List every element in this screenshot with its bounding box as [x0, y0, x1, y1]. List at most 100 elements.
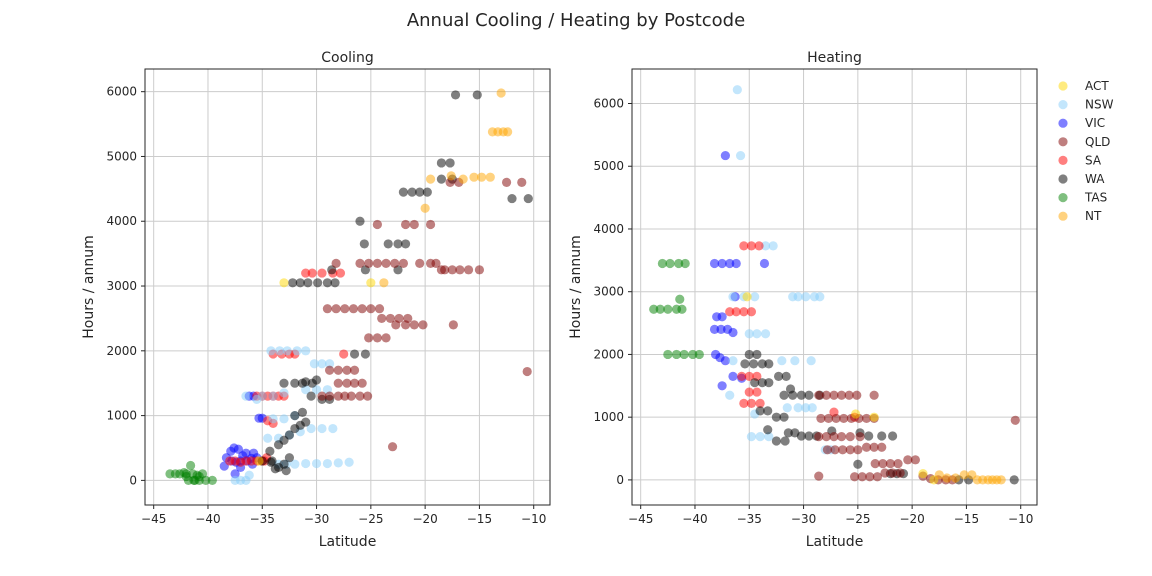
data-point: [241, 448, 251, 458]
data-point: [679, 349, 689, 360]
x-axis-label: Latitude: [319, 534, 377, 550]
data-point: [398, 258, 409, 268]
data-point: [194, 471, 204, 482]
data-point: [674, 258, 684, 269]
data-point: [292, 346, 302, 356]
legend-item-wa: WA: [1058, 172, 1105, 186]
data-point: [268, 391, 278, 401]
data-point: [306, 391, 316, 401]
data-point: [880, 468, 890, 478]
data-point: [857, 472, 867, 482]
data-point: [649, 304, 659, 314]
data-point: [344, 457, 354, 467]
data-point: [779, 390, 789, 400]
data-point: [409, 320, 419, 330]
data-point: [275, 346, 285, 356]
legend-label: ACT: [1085, 79, 1109, 93]
data-point: [821, 432, 831, 442]
data-point: [301, 377, 311, 387]
data-point: [324, 365, 335, 375]
data-point: [716, 324, 726, 334]
legend-label: TAS: [1084, 191, 1107, 205]
x-tick-label: −20: [899, 512, 924, 526]
x-tick-label: −40: [195, 512, 220, 526]
data-point: [339, 349, 349, 359]
x-tick-label: −35: [737, 512, 762, 526]
data-point: [496, 88, 506, 98]
legend-label: WA: [1085, 172, 1105, 186]
data-point: [735, 150, 746, 161]
data-point: [755, 406, 765, 416]
y-tick-label: 4000: [593, 222, 624, 236]
data-point: [663, 304, 673, 314]
data-point: [750, 292, 760, 302]
data-point: [360, 349, 371, 359]
plot-area: [145, 69, 550, 505]
data-point: [728, 292, 738, 302]
data-point: [757, 359, 767, 369]
data-point: [317, 391, 327, 401]
data-point: [657, 258, 668, 269]
data-point: [852, 390, 862, 400]
data-point: [739, 398, 749, 408]
data-point: [335, 268, 346, 278]
data-point: [186, 460, 196, 471]
legend-marker: [1058, 81, 1068, 91]
data-point: [861, 442, 872, 452]
data-point: [869, 390, 879, 400]
data-point: [390, 258, 400, 268]
data-point: [349, 378, 360, 388]
data-point: [279, 278, 289, 288]
data-point: [400, 239, 411, 249]
data-point: [301, 268, 311, 278]
data-point: [349, 349, 360, 359]
data-point: [677, 304, 687, 314]
data-point: [918, 469, 928, 479]
series-tas: [165, 460, 217, 485]
data-point: [381, 258, 391, 268]
data-point: [409, 219, 419, 230]
data-point: [297, 407, 308, 417]
data-point: [845, 432, 855, 442]
legend-marker: [1058, 137, 1068, 147]
series-tas: [649, 258, 704, 360]
data-point: [357, 304, 367, 314]
y-tick-label: 1000: [593, 410, 624, 424]
legend-item-sa: SA: [1058, 153, 1102, 167]
legend-marker: [1058, 174, 1068, 184]
data-point: [796, 431, 806, 441]
data-point: [381, 333, 391, 343]
data-point: [755, 398, 765, 408]
data-point: [865, 472, 875, 482]
x-tick-label: −30: [304, 512, 329, 526]
data-point: [821, 390, 831, 400]
data-point: [266, 346, 276, 356]
data-point: [815, 292, 825, 302]
data-point: [728, 327, 738, 338]
data-point: [671, 349, 682, 360]
data-point: [333, 378, 343, 388]
x-tick-label: −20: [412, 512, 437, 526]
data-point: [458, 174, 468, 184]
data-point: [407, 187, 417, 197]
data-point: [757, 378, 767, 388]
data-point: [230, 469, 240, 479]
data-point: [763, 425, 773, 435]
y-tick-label: 1000: [106, 409, 137, 423]
data-point: [485, 172, 495, 182]
data-point: [362, 391, 373, 401]
data-point: [768, 241, 778, 251]
data-point: [740, 359, 750, 369]
data-point: [422, 187, 432, 197]
data-point: [764, 378, 774, 388]
data-point: [331, 304, 341, 314]
data-point: [311, 385, 322, 395]
data-point: [522, 366, 532, 377]
series-act: [742, 292, 939, 485]
data-point: [801, 403, 811, 413]
data-point: [709, 324, 720, 334]
x-tick-label: −25: [358, 512, 383, 526]
data-point: [801, 292, 811, 302]
legend-marker: [1058, 211, 1068, 221]
data-point: [830, 445, 840, 455]
